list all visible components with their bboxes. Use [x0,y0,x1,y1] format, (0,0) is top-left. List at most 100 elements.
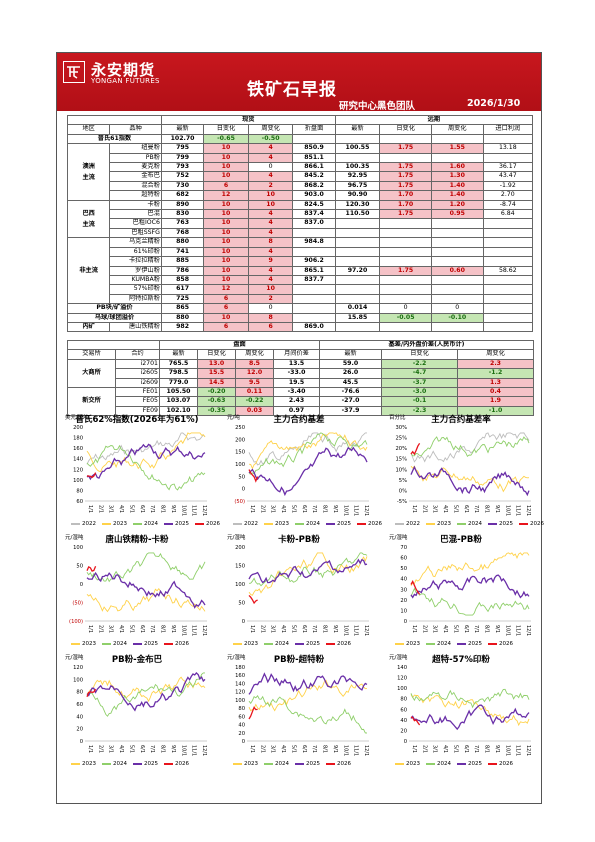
legend-label: 2023 [82,641,96,647]
table-cell [334,246,381,258]
x-tick-label: 7/1 [311,505,317,513]
table-row: 巴西 主流 卡粉 890 10 10 824.5 120.30 1.70 1.20 -8.74 [66,199,534,239]
table-cell: 13.18 [482,143,534,154]
chart-unit: 元/湿吨 [389,655,408,661]
series-line-2025 [410,704,530,731]
table-cell: 45.5 [319,377,382,389]
column-header: 日变化 [197,349,236,360]
series-line-2024 [86,444,206,491]
table-cell: 880 [160,312,205,323]
chart-legend: 2023 2024 2025 2026 [395,761,513,767]
table-cell: 830 [160,209,205,220]
series-line-2023 [410,694,530,727]
chart-legend: 2023 2024 2025 2026 [395,641,513,647]
x-tick-label: 3/1 [270,625,276,633]
y-tick-label: (50) [234,499,245,505]
table-row: 大商所 i2701 765.5 13.0 8.5 13.5 59.0 -2.2 2.3 [67,358,534,389]
table-cell: 741 [160,246,205,258]
legend-item: 2023 [71,641,96,647]
report-date: 2026/1/30 [467,98,521,109]
table-cell: 6 [203,180,249,192]
product-name: 乌克兰精粉 [109,237,162,248]
legend-item: 2024 [102,761,127,767]
table-cell: 103.07 [159,396,198,407]
chart-title: 巴混-PB粉 [440,535,482,545]
x-tick-label: 8/1 [322,625,328,633]
table-cell: 752 [160,171,205,182]
table-cell: 1.75 [379,265,432,276]
table-cell: 15.5 [197,368,236,379]
legend-item: 2025 [326,521,351,527]
x-tick-label: 8/1 [160,505,166,513]
table-cell: 682 [160,190,205,201]
column-header: 月间价差 [273,349,320,360]
legend-item: 2025 [488,521,513,527]
column-header: 周变化 [457,349,534,360]
series-line-2025 [410,574,530,599]
series-line-2026 [410,442,421,456]
legend-swatch [133,523,142,525]
table-cell: 8.5 [235,358,274,370]
table-cell: -8.74 [482,199,534,211]
table-cell [379,227,432,239]
x-tick-label: 5/1 [452,625,458,633]
table-cell: 869.0 [292,321,336,333]
y-tick-label: 60 [76,702,83,708]
legend-item: 2026 [488,641,513,647]
legend-swatch [195,523,204,525]
x-tick-label: 2/1 [259,625,265,633]
table-cell: 866.1 [292,162,336,173]
column-header: 日变化 [379,124,432,135]
column-header: 最新 [159,349,198,360]
chart-unit: 元/吨 [227,415,240,421]
y-tick-label: 100 [235,462,245,468]
report-team: 研究中心黑色团队 [339,101,416,112]
spread-label: 乌球/球团溢价 [67,312,162,323]
table-cell [379,152,432,164]
chart-unit: 元/湿吨 [65,655,84,661]
table-cell: 10 [203,209,249,220]
column-header: 最新 [334,124,381,135]
x-tick-label: 6/1 [463,625,469,633]
table-header-row: 地区 品种 最新 日变化 周变化 折盘面 最新 日变化 周变化 进口利润 [66,124,534,135]
table-row: 澳洲 主流 纽曼粉 795 10 4 850.9 100.55 1.75 1.55 13.18 [66,143,534,201]
y-tick-label: 180 [73,436,83,442]
legend-item: 2023 [426,521,451,527]
table-header-row: 交易所 合约 最新 日变化 周变化 月间价差 最新 日变化 周变化 [67,349,534,360]
series-line-2026 [248,469,259,483]
group-header-far: 远期 [334,114,534,126]
legend-label: 2026 [175,761,189,767]
y-tick-label: 10 [400,608,407,614]
x-tick-label: 5/1 [128,505,134,513]
x-tick-label: 4/1 [118,505,124,513]
series-line-2022 [248,432,367,466]
legend-item: 2023 [395,641,420,647]
table-row: 新交所 FE01 105.50 -0.20 0.11 -3.40 -76.6 -3.0 0.4 [67,387,534,417]
table-cell: 6 [203,293,249,305]
x-tick-label: 7/1 [311,625,317,633]
table-cell: 4 [247,209,294,220]
x-tick-label: 8/1 [160,745,166,753]
y-tick-label: 120 [397,676,407,682]
x-tick-label: 12/1 [363,625,369,636]
table-cell: 13.0 [197,358,236,370]
table-cell: 9.5 [235,377,274,389]
table-row: FE05 103.07 -0.63 -0.22 2.43 -27.0 -0.1 1.9 [68,396,534,407]
product-name: 卡粉 [109,199,162,211]
legend-item: 2024 [264,761,289,767]
table-cell: -4.7 [381,368,458,379]
y-tick-label: 140 [397,665,407,671]
legend-item: 2024 [426,761,451,767]
series-line-2024 [410,688,530,709]
table-cell: 19.5 [273,377,320,389]
x-tick-label: 5/1 [452,745,458,753]
table-cell [482,218,534,229]
exchange-label: 新交所 [67,387,116,417]
table-row: 非主流 乌克兰精粉 880 10 8 984.8 [66,237,534,305]
legend-item: 2024 [133,521,158,527]
table-cell: 10 [247,199,294,211]
legend-swatch [102,643,111,645]
column-header: 进口利润 [482,124,534,135]
chart-title: 超特-57%印粉 [432,655,490,665]
series-line-2024 [248,552,368,587]
